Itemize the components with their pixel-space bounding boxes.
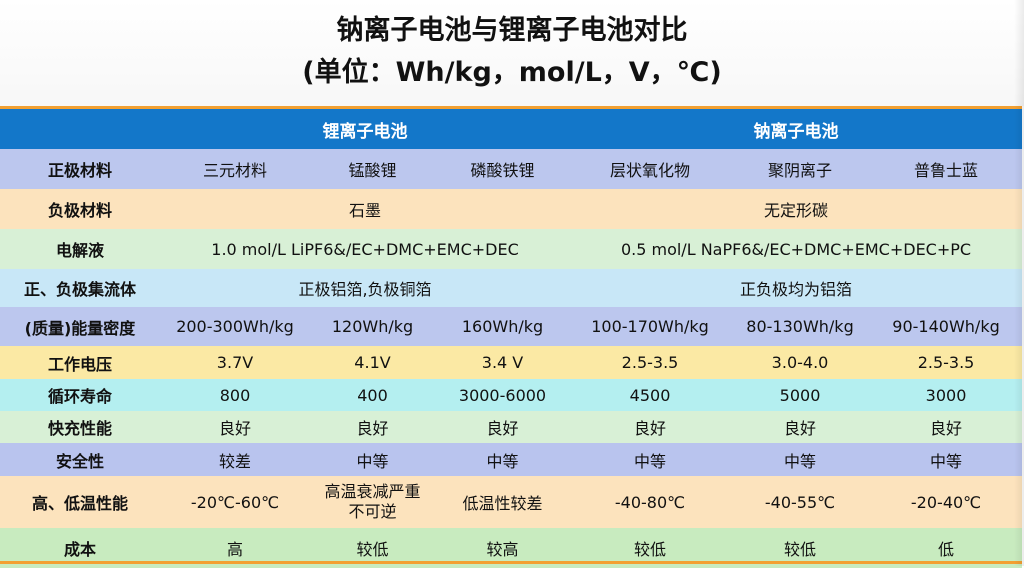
- cell: 200-300Wh/kg: [160, 307, 310, 346]
- cell-li-span: 石墨: [160, 189, 571, 229]
- cell: 中等: [570, 443, 731, 476]
- cell: 磷酸铁锂: [435, 149, 571, 189]
- cell: 高温衰减严重不可逆: [310, 476, 435, 528]
- cell: 中等: [310, 443, 435, 476]
- row-cathode: 正极材料 三元材料 锰酸锂 磷酸铁锂 层状氧化物 聚阴离子 普鲁士蓝: [0, 149, 1023, 189]
- row-fast-charge: 快充性能 良好 良好 良好 良好 良好 良好: [0, 411, 1023, 443]
- row-label: (质量)能量密度: [0, 307, 160, 346]
- cell: 中等: [435, 443, 571, 476]
- row-label: 电解液: [0, 229, 160, 269]
- cell: 2.5-3.5: [870, 346, 1023, 379]
- row-label: 安全性: [0, 443, 160, 476]
- header-li-ion: 锂离子电池: [160, 106, 571, 149]
- row-collector: 正、负极集流体 正极铝箔,负极铜箔 正负极均为铝箔: [0, 269, 1023, 307]
- row-label: 负极材料: [0, 189, 160, 229]
- row-label: 循环寿命: [0, 379, 160, 411]
- cell: 锰酸锂: [310, 149, 435, 189]
- cell-na-span: 无定形碳: [570, 189, 1023, 229]
- cell-na-span: 正负极均为铝箔: [570, 269, 1023, 307]
- cell-na-span: 0.5 mol/L NaPF6&/EC+DMC+EMC+DEC+PC: [570, 229, 1023, 269]
- row-voltage: 工作电压 3.7V 4.1V 3.4 V 2.5-3.5 3.0-4.0 2.5…: [0, 346, 1023, 379]
- cell: 100-170Wh/kg: [570, 307, 731, 346]
- row-label: 工作电压: [0, 346, 160, 379]
- cell: 较差: [160, 443, 310, 476]
- cell: -20-40℃: [870, 476, 1023, 528]
- cell: 5000: [730, 379, 871, 411]
- cell: 80-130Wh/kg: [730, 307, 871, 346]
- row-label: 正、负极集流体: [0, 269, 160, 307]
- cell: 3.7V: [160, 346, 310, 379]
- cell: 4500: [570, 379, 731, 411]
- cell: 良好: [730, 411, 871, 443]
- cell: 3.4 V: [435, 346, 571, 379]
- cell: 中等: [870, 443, 1023, 476]
- cell: 低温性较差: [435, 476, 571, 528]
- cell: -40-80℃: [570, 476, 731, 528]
- header-row: 锂离子电池 钠离子电池: [0, 106, 1023, 149]
- row-cycle-life: 循环寿命 800 400 3000-6000 4500 5000 3000: [0, 379, 1023, 411]
- cell: 层状氧化物: [570, 149, 731, 189]
- comparison-table: 锂离子电池 钠离子电池 正极材料 三元材料 锰酸锂 磷酸铁锂 层状氧化物 聚阴离…: [0, 106, 1023, 568]
- title-area: 钠离子电池与锂离子电池对比 (单位：Wh/kg，mol/L，V，℃): [0, 0, 1024, 106]
- row-anode: 负极材料 石墨 无定形碳: [0, 189, 1023, 229]
- cell: 120Wh/kg: [310, 307, 435, 346]
- cell: 3000: [870, 379, 1023, 411]
- cell: 中等: [730, 443, 871, 476]
- cell: 90-140Wh/kg: [870, 307, 1023, 346]
- cell: 良好: [570, 411, 731, 443]
- right-edge-shadow: [1014, 0, 1024, 566]
- cell: 160Wh/kg: [435, 307, 571, 346]
- cell: -40-55℃: [730, 476, 871, 528]
- cell: 良好: [870, 411, 1023, 443]
- cell: 三元材料: [160, 149, 310, 189]
- row-energy-density: (质量)能量密度 200-300Wh/kg 120Wh/kg 160Wh/kg …: [0, 307, 1023, 346]
- cell: 良好: [435, 411, 571, 443]
- cell: 良好: [160, 411, 310, 443]
- cell: 良好: [310, 411, 435, 443]
- row-label: 快充性能: [0, 411, 160, 443]
- row-temperature: 高、低温性能 -20℃-60℃ 高温衰减严重不可逆 低温性较差 -40-80℃ …: [0, 476, 1023, 528]
- bottom-accent-line: [0, 561, 1022, 564]
- cell-li-span: 正极铝箔,负极铜箔: [160, 269, 571, 307]
- row-safety: 安全性 较差 中等 中等 中等 中等 中等: [0, 443, 1023, 476]
- cell: 3000-6000: [435, 379, 571, 411]
- row-label: 高、低温性能: [0, 476, 160, 528]
- cell: 400: [310, 379, 435, 411]
- cell: 普鲁士蓝: [870, 149, 1023, 189]
- page-subtitle: (单位：Wh/kg，mol/L，V，℃): [302, 57, 722, 88]
- cell: 聚阴离子: [730, 149, 871, 189]
- cell: 800: [160, 379, 310, 411]
- cell-li-span: 1.0 mol/L LiPF6&/EC+DMC+EMC+DEC: [160, 229, 571, 269]
- cell: 2.5-3.5: [570, 346, 731, 379]
- page-title: 钠离子电池与锂离子电池对比: [336, 15, 688, 46]
- cell: 3.0-4.0: [730, 346, 871, 379]
- header-corner: [0, 106, 160, 149]
- row-label: 正极材料: [0, 149, 160, 189]
- row-electrolyte: 电解液 1.0 mol/L LiPF6&/EC+DMC+EMC+DEC 0.5 …: [0, 229, 1023, 269]
- cell: 4.1V: [310, 346, 435, 379]
- header-na-ion: 钠离子电池: [570, 106, 1023, 149]
- cell: -20℃-60℃: [160, 476, 310, 528]
